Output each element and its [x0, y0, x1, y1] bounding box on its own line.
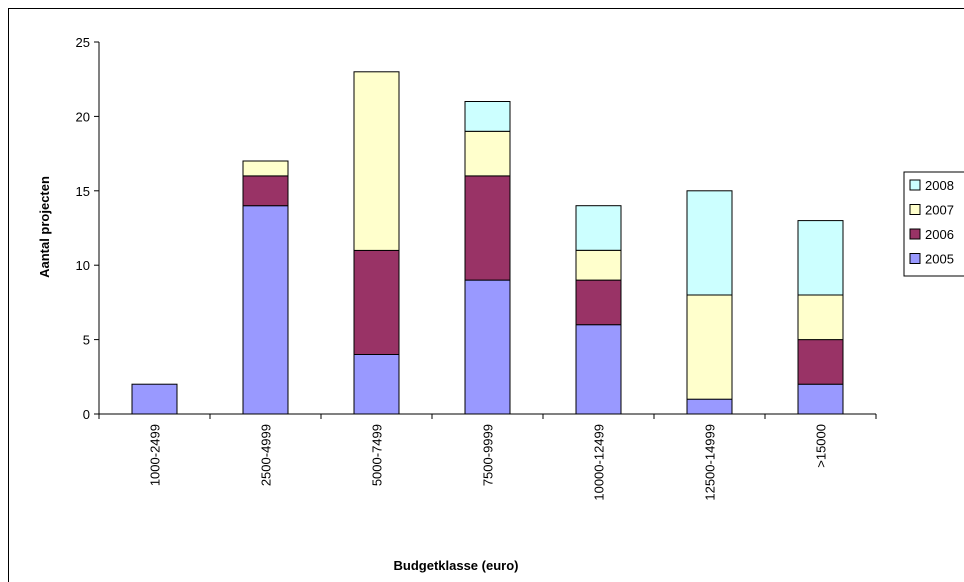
- y-tick-label: 20: [76, 109, 90, 124]
- legend-swatch-2007: [909, 204, 921, 215]
- bar-segment-2005-6: [797, 383, 844, 415]
- bar-segment-2006-3: [464, 175, 511, 281]
- y-tick-label: 5: [83, 333, 90, 348]
- bar-segment-2005-5: [686, 398, 733, 415]
- bar-segment-2006-4: [575, 279, 622, 326]
- bar-segment-2008-5: [686, 190, 733, 296]
- legend-label-2005: 2005: [925, 252, 954, 267]
- chart-area: [8, 8, 964, 582]
- legend: 2008 2007 2006 2005: [903, 171, 964, 277]
- bar-segment-2005-0: [131, 383, 178, 415]
- bar-segment-2007-5: [686, 294, 733, 400]
- bar-segment-2005-2: [353, 354, 400, 415]
- bar-segment-2006-1: [242, 175, 289, 207]
- legend-swatch-2008: [909, 179, 921, 191]
- x-tick-label: 10000-12499: [592, 424, 607, 501]
- y-axis-title: Aantal projecten: [37, 176, 52, 278]
- x-tick-label: 7500-9999: [481, 424, 496, 486]
- bar-segment-2007-1: [242, 160, 289, 177]
- bar-segment-2008-4: [575, 205, 622, 251]
- legend-label-2006: 2006: [925, 227, 954, 242]
- x-axis-title: Budgetklasse (euro): [394, 558, 519, 573]
- bar-segment-2006-6: [797, 339, 844, 385]
- x-tick-label: 5000-7499: [370, 424, 385, 486]
- x-tick-label: 2500-4999: [259, 424, 274, 486]
- legend-swatch-2006: [909, 228, 921, 240]
- bar-segment-2007-3: [464, 130, 511, 177]
- x-tick-label: >15000: [814, 424, 829, 468]
- bar-segment-2005-1: [242, 205, 289, 415]
- y-tick-label: 15: [76, 184, 90, 199]
- bar-segment-2005-3: [464, 279, 511, 415]
- legend-swatch-2005: [909, 253, 921, 264]
- y-tick-label: 10: [76, 258, 90, 273]
- legend-label-2007: 2007: [925, 203, 954, 218]
- bar-segment-2008-6: [797, 220, 844, 296]
- x-tick-label: 12500-14999: [703, 424, 718, 501]
- y-tick-label: 0: [83, 407, 90, 422]
- bar-segment-2005-4: [575, 324, 622, 415]
- bar-segment-2007-6: [797, 294, 844, 341]
- bar-segment-2008-3: [464, 101, 511, 132]
- bar-segment-2007-2: [353, 71, 400, 251]
- legend-label-2008: 2008: [925, 178, 954, 193]
- bar-segment-2006-2: [353, 249, 400, 355]
- bar-segment-2007-4: [575, 249, 622, 281]
- y-tick-label: 25: [76, 35, 90, 50]
- x-tick-label: 1000-2499: [148, 424, 163, 486]
- plot-area: 0 5 10 15 20 25 1000-2499 2500-4999 5000-7499 750…: [76, 35, 877, 501]
